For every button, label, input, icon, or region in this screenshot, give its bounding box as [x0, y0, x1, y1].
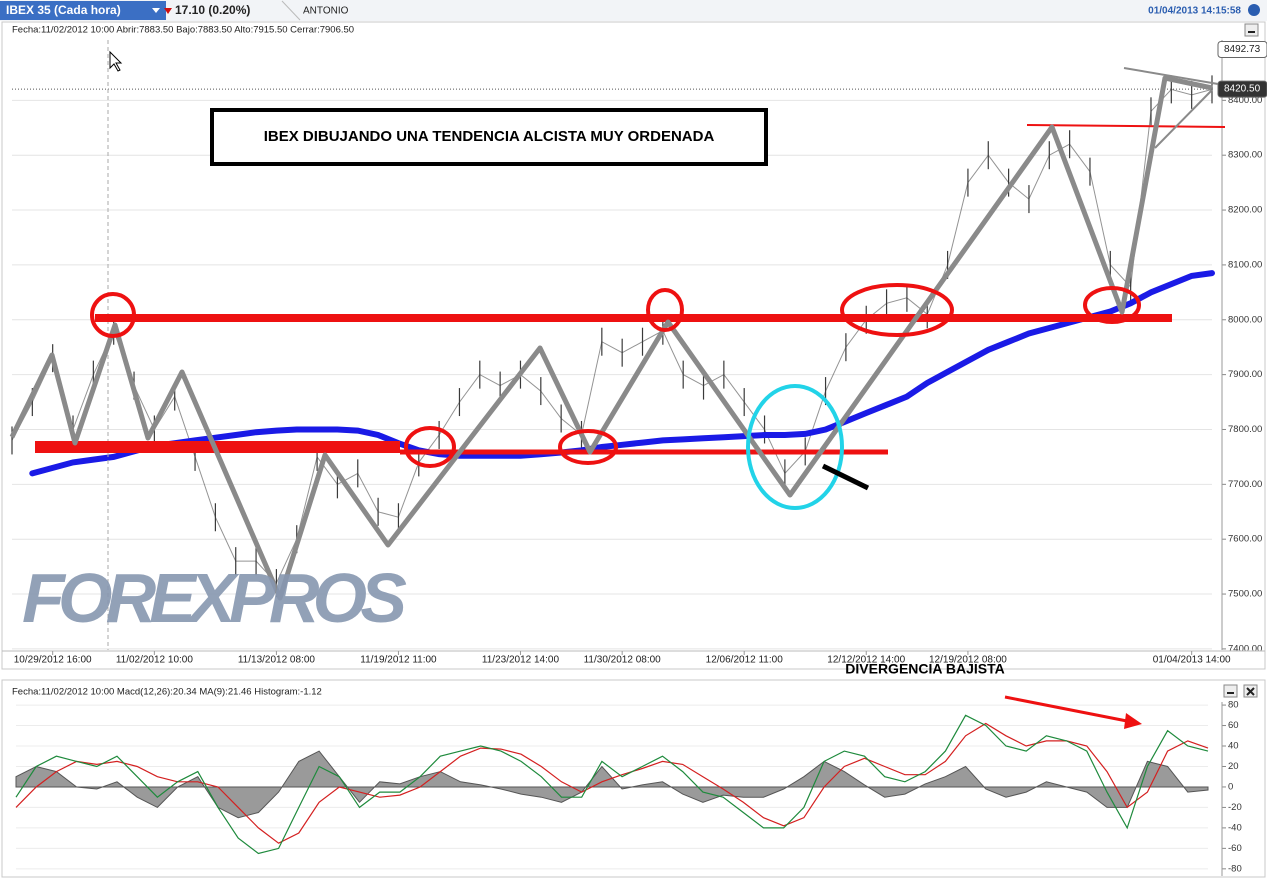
annotation-box — [210, 108, 768, 166]
x-tick-label: 10/29/2012 16:00 — [14, 655, 92, 666]
y-tick-label: 80 — [1228, 700, 1239, 711]
y-tick-label: 7500.00 — [1228, 589, 1262, 600]
highlight-circle — [1083, 286, 1141, 324]
x-tick-label: 12/19/2012 08:00 — [929, 655, 1007, 666]
minimize-button[interactable] — [1223, 684, 1238, 698]
y-tick-label: 8200.00 — [1228, 205, 1262, 216]
refresh-button[interactable] — [1248, 4, 1260, 16]
close-icon — [1246, 687, 1255, 696]
triangle-line — [1154, 89, 1213, 149]
toolbar — [0, 0, 1267, 21]
symbol-tab[interactable] — [0, 1, 166, 20]
highlight-circle — [404, 426, 456, 468]
drawings — [9, 67, 1226, 601]
y-tick-label: 8000.00 — [1228, 314, 1262, 325]
x-tick-label: 11/13/2012 08:00 — [238, 655, 316, 666]
divergence-line — [821, 463, 870, 491]
y-tick-label: 7800.00 — [1228, 424, 1262, 435]
annotation-bottom: DIVERGENCIA BAJISTA — [845, 661, 1004, 677]
zigzag-trend — [9, 75, 1213, 601]
divergence-circle — [746, 384, 844, 510]
x-tick-label: 12/12/2012 14:00 — [827, 655, 905, 666]
histogram — [15, 750, 1209, 819]
symbol-tab-label[interactable]: IBEX 35 (Cada hora) — [6, 3, 121, 17]
y-tick-label: 20 — [1228, 761, 1239, 772]
minimize-button[interactable] — [1244, 23, 1259, 37]
y-tick-label: 7400.00 — [1228, 643, 1262, 654]
y-tick-label: 40 — [1228, 741, 1239, 752]
y-tick-label: -20 — [1228, 802, 1242, 813]
arrow-line — [1004, 695, 1133, 724]
y-tick-label: -60 — [1228, 843, 1242, 854]
macd-line — [15, 714, 1209, 855]
moving-average — [29, 270, 1215, 477]
macd-info: Fecha:11/02/2012 10:00 Macd(12,26):20.34… — [12, 687, 322, 698]
price-tag — [1217, 80, 1267, 98]
y-tick-label: 8400.00 — [1228, 95, 1262, 106]
signal-line — [15, 722, 1209, 844]
macd-panel — [1, 679, 1266, 878]
highlight-circle — [90, 292, 136, 338]
y-tick-label: 8300.00 — [1228, 150, 1262, 161]
x-tick-label: 11/19/2012 11:00 — [360, 655, 437, 666]
price-change: 17.10 (0.20%) — [175, 3, 250, 17]
x-tick-label: 12/06/2012 11:00 — [706, 655, 784, 666]
macd-plot: 80 60 40 20 0 -20 -40 -60 -80 — [15, 700, 1242, 876]
x-tick-label: 01/04/2013 14:00 — [1153, 655, 1231, 666]
y-tick-label: 0 — [1228, 781, 1233, 792]
y-tick-label: 60 — [1228, 720, 1239, 731]
separator — [281, 0, 301, 21]
x-tick-label: 11/02/2012 10:00 — [116, 655, 194, 666]
arrow-head — [1124, 713, 1142, 729]
resistance-line — [1026, 124, 1226, 128]
y-tick-label: 7900.00 — [1228, 369, 1262, 380]
user-name: ANTONIO — [303, 6, 349, 17]
price-tag-label: 8492.73 — [1224, 44, 1261, 55]
annotation: IBEX DIBUJANDO UNA TENDENCIA ALCISTA MUY… — [264, 128, 715, 145]
timestamp: 01/04/2013 14:15:58 — [1148, 6, 1241, 17]
highlight-circle — [558, 429, 618, 465]
triangle-line — [1123, 67, 1219, 85]
highlight-circle — [840, 283, 954, 337]
price-info: Fecha:11/02/2012 10:00 Abrir:7883.50 Baj… — [12, 25, 354, 36]
mouse-cursor — [109, 50, 123, 72]
y-tick-label: 7600.00 — [1228, 534, 1262, 545]
highlight-circle — [646, 288, 684, 332]
y-tick-label: -40 — [1228, 822, 1242, 833]
price-tag-label: 8420.50 — [1224, 84, 1261, 95]
watermark: FOREXPROS — [22, 559, 407, 637]
down-arrow-icon — [164, 8, 172, 14]
y-tick-label: -80 — [1228, 863, 1242, 874]
dropdown-icon[interactable] — [152, 8, 160, 13]
price-plot: 7400.00 7500.00 7600.00 7700.00 7800.00 7900.… — [2, 40, 1267, 666]
x-tick-label: 11/30/2012 08:00 — [584, 655, 662, 666]
y-tick-label: 8100.00 — [1228, 259, 1262, 270]
x-tick-label: 11/23/2012 14:00 — [482, 655, 560, 666]
price-tag — [1217, 40, 1267, 58]
y-tick-label: 7700.00 — [1228, 479, 1262, 490]
